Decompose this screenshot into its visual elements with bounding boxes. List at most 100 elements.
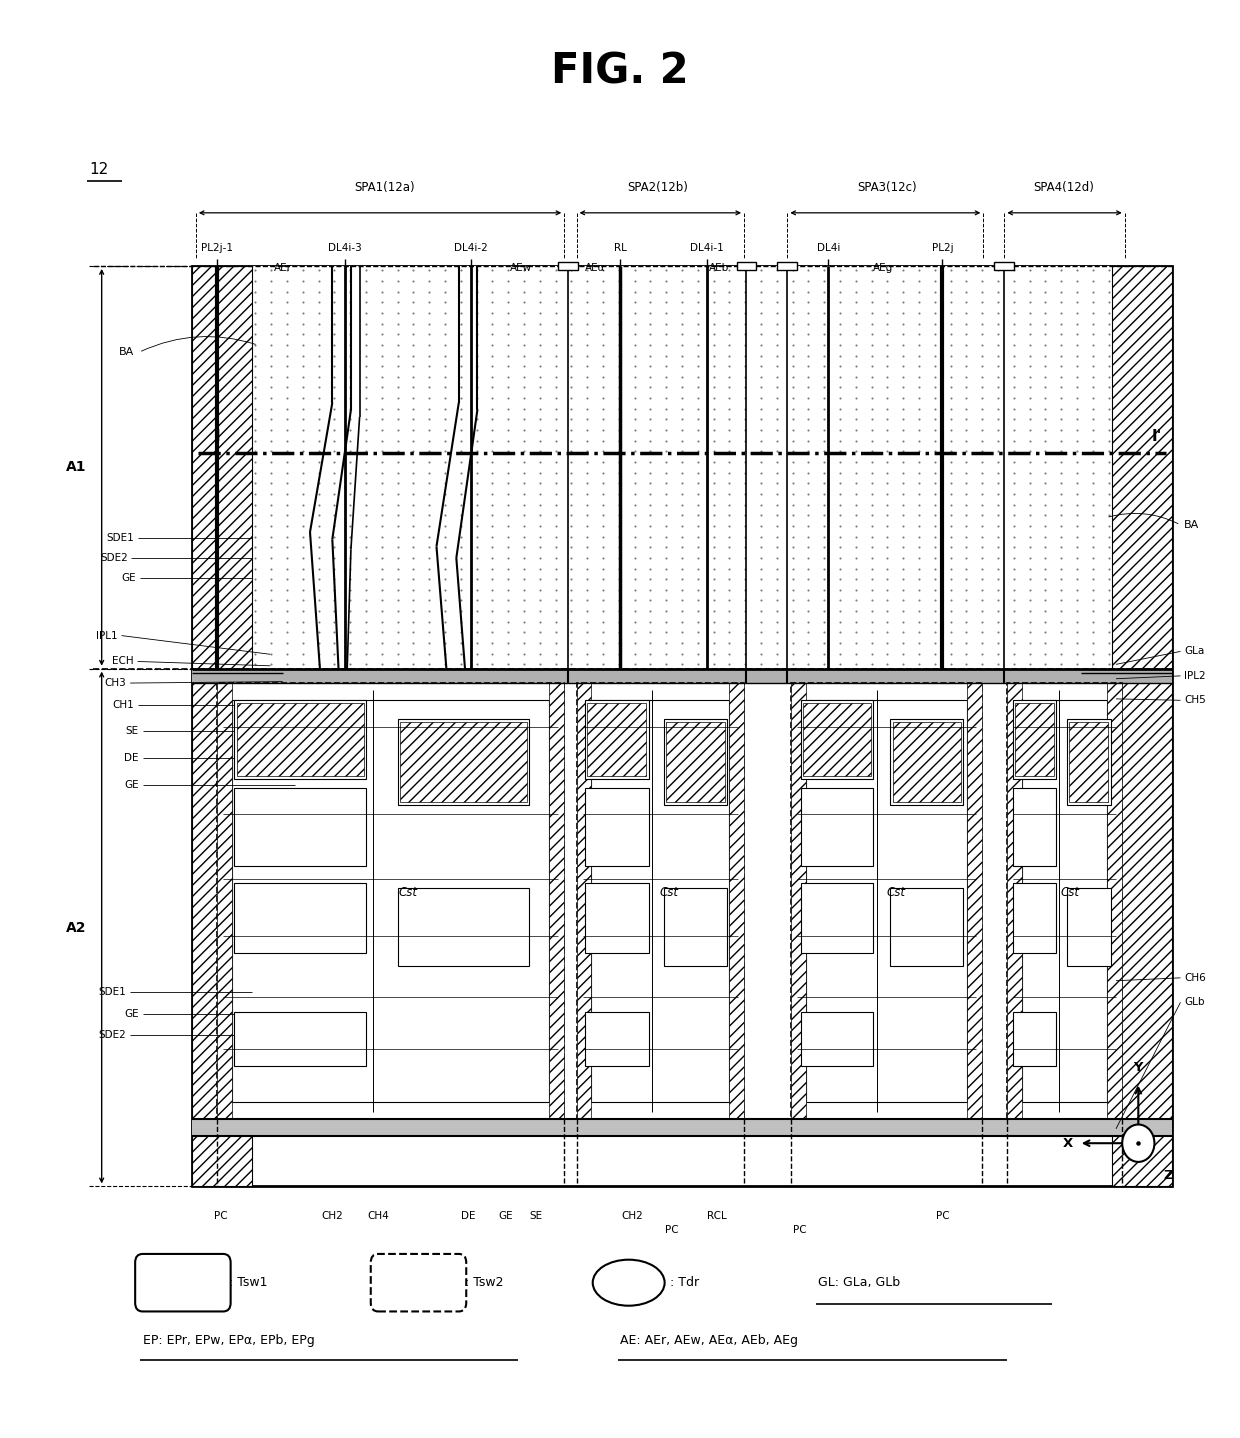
Ellipse shape	[593, 1260, 665, 1306]
Text: GLb: GLb	[1184, 998, 1205, 1007]
Text: Cst: Cst	[1060, 886, 1080, 899]
Text: SPA4(12d): SPA4(12d)	[1033, 181, 1095, 194]
Text: IPL1: IPL1	[97, 631, 118, 640]
Text: SPA2(12b): SPA2(12b)	[626, 181, 688, 194]
Text: DL4i-3: DL4i-3	[327, 243, 362, 253]
Text: PC: PC	[215, 1211, 227, 1221]
Text: FIG. 2: FIG. 2	[552, 50, 688, 93]
Bar	[585, 700, 649, 779]
Bar	[192, 669, 1172, 683]
Bar	[1016, 703, 1054, 777]
Text: CH3: CH3	[104, 679, 126, 687]
Text: I: I	[215, 430, 221, 444]
Bar	[1112, 266, 1172, 1186]
Bar	[1013, 1011, 1056, 1067]
Text: : Tsw1: : Tsw1	[229, 1276, 268, 1290]
Text: SDE2: SDE2	[100, 554, 128, 562]
Bar	[804, 703, 870, 777]
Bar	[591, 700, 729, 1102]
Text: PL2j-1: PL2j-1	[201, 243, 233, 253]
Text: SDE2: SDE2	[99, 1031, 126, 1040]
Bar	[234, 700, 366, 779]
Bar	[398, 719, 529, 805]
Bar	[237, 703, 363, 777]
Bar	[1013, 700, 1056, 779]
Bar	[890, 887, 963, 966]
Text: A2: A2	[66, 920, 87, 935]
Bar	[585, 788, 649, 866]
Text: Z: Z	[1163, 1169, 1173, 1182]
Bar	[890, 719, 963, 805]
Text: CH2: CH2	[621, 1211, 644, 1221]
Text: : Tsw2: : Tsw2	[465, 1276, 503, 1290]
Text: EP: EPr, EPw, EPα, EPb, EPg: EP: EPr, EPw, EPα, EPb, EPg	[143, 1333, 315, 1347]
Bar	[801, 788, 873, 866]
Text: CH6: CH6	[1184, 974, 1207, 982]
Bar	[588, 703, 646, 777]
Bar	[192, 1119, 1172, 1136]
Bar	[192, 266, 1172, 1186]
Bar	[192, 266, 252, 1186]
Text: PL2j: PL2j	[931, 243, 954, 253]
Bar	[801, 1011, 873, 1067]
Text: RCL: RCL	[707, 1211, 727, 1221]
Text: AE: AEr, AEw, AEα, AEb, AEg: AE: AEr, AEw, AEα, AEb, AEg	[620, 1333, 799, 1347]
Text: AEα: AEα	[585, 263, 605, 273]
Text: RL: RL	[614, 243, 626, 253]
Text: BA: BA	[119, 348, 134, 357]
Text: SDE1: SDE1	[99, 988, 126, 997]
Text: AEr: AEr	[274, 263, 291, 273]
Bar	[1022, 700, 1107, 1102]
Text: GE: GE	[124, 1009, 139, 1018]
Bar	[1107, 683, 1122, 1119]
Bar	[577, 683, 591, 1119]
Text: PC: PC	[936, 1211, 949, 1221]
Bar	[994, 262, 1014, 270]
Bar	[663, 887, 727, 966]
Text: AEg: AEg	[873, 263, 893, 273]
FancyBboxPatch shape	[371, 1254, 466, 1311]
Bar	[1013, 788, 1056, 866]
Circle shape	[1122, 1125, 1154, 1162]
Text: CH1: CH1	[112, 700, 134, 709]
Text: PC: PC	[666, 1225, 678, 1235]
Bar	[737, 262, 756, 270]
Text: Cst: Cst	[887, 886, 905, 899]
Bar	[729, 683, 744, 1119]
Bar	[801, 883, 873, 953]
Text: DL4i-2: DL4i-2	[454, 243, 489, 253]
Text: CH4: CH4	[367, 1211, 389, 1221]
Text: SE: SE	[125, 726, 139, 735]
Bar	[217, 683, 564, 1119]
Bar	[232, 700, 549, 1102]
Text: DL4i: DL4i	[817, 243, 839, 253]
Bar	[663, 719, 727, 805]
Bar	[252, 266, 1112, 669]
Text: 12: 12	[89, 162, 109, 177]
Text: SPA3(12c): SPA3(12c)	[857, 181, 916, 194]
Text: ECH: ECH	[113, 657, 134, 666]
Text: I': I'	[1152, 430, 1162, 444]
Text: GL: GLa, GLb: GL: GLa, GLb	[818, 1276, 900, 1290]
Bar	[967, 683, 982, 1119]
Bar	[217, 683, 232, 1119]
Bar	[549, 683, 564, 1119]
Text: X: X	[1063, 1136, 1073, 1150]
Text: Cst: Cst	[660, 886, 678, 899]
Bar	[577, 683, 744, 1119]
Bar	[401, 722, 527, 802]
Bar	[234, 1011, 366, 1067]
Text: AEw: AEw	[510, 263, 532, 273]
Bar	[791, 683, 806, 1119]
Bar	[585, 1011, 649, 1067]
Text: AEb: AEb	[709, 263, 729, 273]
Bar	[666, 722, 724, 802]
Text: Y: Y	[1133, 1061, 1143, 1074]
Bar	[234, 788, 366, 866]
Text: GE: GE	[122, 574, 136, 582]
Text: SPA1(12a): SPA1(12a)	[355, 181, 414, 194]
Text: Cst: Cst	[398, 886, 418, 899]
Text: : Tdr: : Tdr	[670, 1276, 698, 1290]
Bar	[893, 722, 961, 802]
Text: CH5: CH5	[1184, 696, 1207, 705]
